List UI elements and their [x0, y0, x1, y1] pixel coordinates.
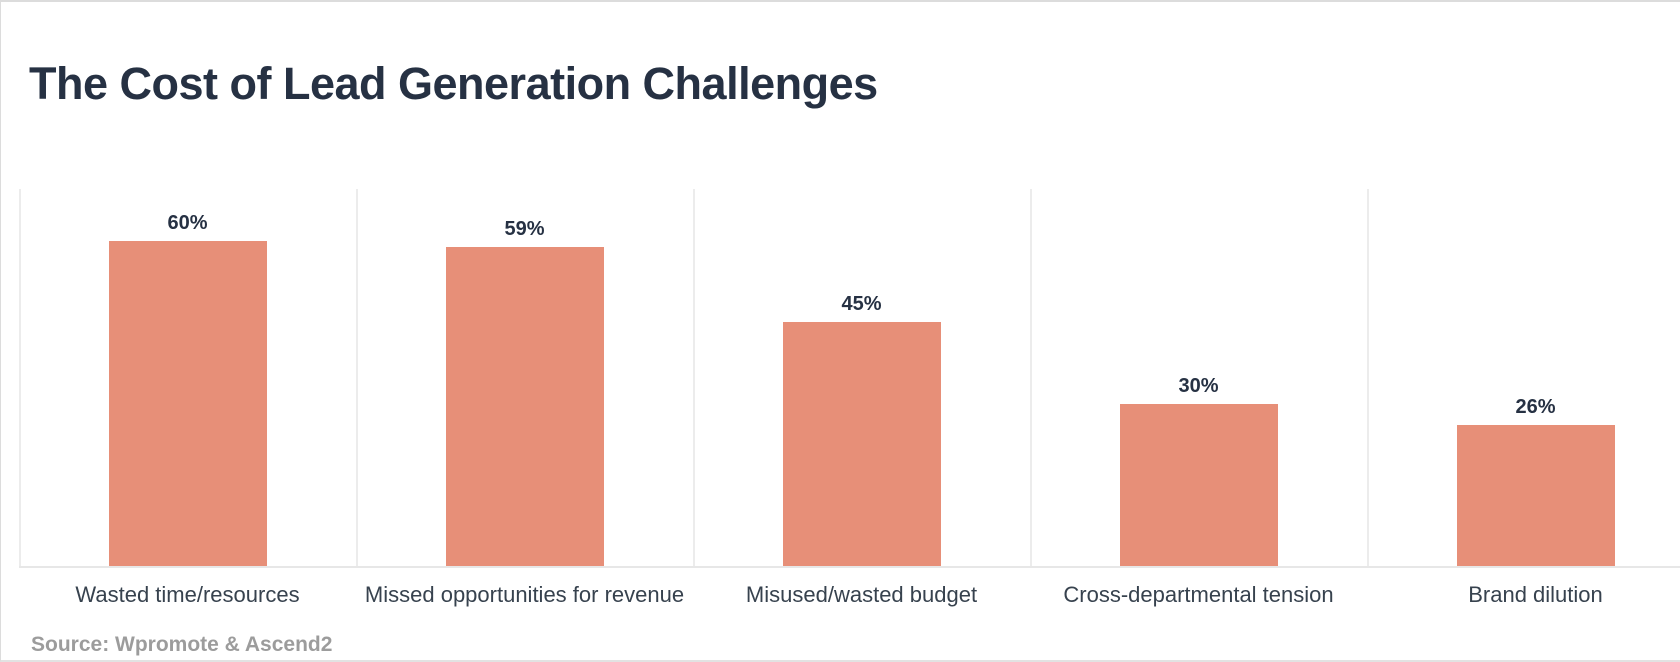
bar: [445, 247, 604, 566]
category-label: Brand dilution: [1468, 582, 1603, 607]
gridline: [693, 189, 695, 566]
bar-value-label: 60%: [167, 212, 208, 234]
chart-title: The Cost of Lead Generation Challenges: [29, 58, 878, 109]
bar: [108, 241, 267, 566]
category-label: Misused/wasted budget: [745, 582, 978, 607]
gridline: [356, 189, 358, 566]
bar-value-label: 30%: [1178, 375, 1219, 397]
category-label: Wasted time/resources: [75, 582, 300, 607]
gridline: [1367, 189, 1369, 566]
gridline: [1030, 189, 1032, 566]
bar-value-label: 59%: [504, 218, 545, 240]
category-label: Cross-departmental tension: [1063, 582, 1334, 607]
bar: [782, 322, 941, 566]
bar: [1456, 425, 1615, 566]
bar: [1119, 404, 1278, 566]
plot-area: 60% 59% 45% 30% 26%: [19, 189, 1680, 568]
source-attribution: Source: Wpromote & Ascend2: [31, 633, 333, 656]
gridline: [19, 189, 21, 566]
category-label: Missed opportunities for revenue: [364, 582, 685, 607]
bar-value-label: 26%: [1515, 396, 1556, 418]
bar-value-label: 45%: [841, 293, 882, 315]
